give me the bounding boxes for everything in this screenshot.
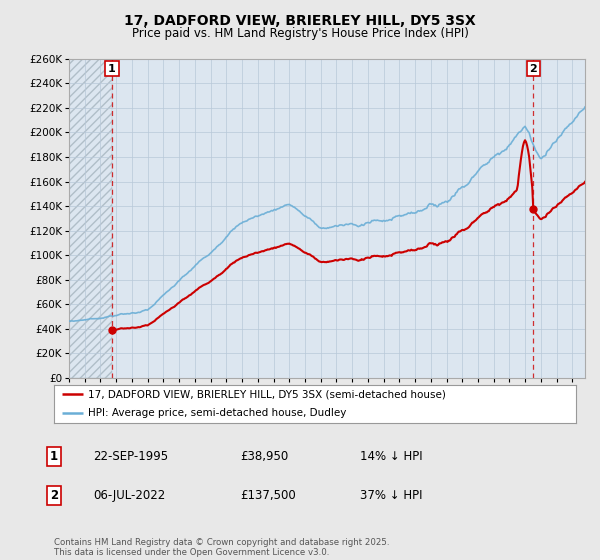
Text: 37% ↓ HPI: 37% ↓ HPI (360, 489, 422, 502)
Text: 17, DADFORD VIEW, BRIERLEY HILL, DY5 3SX: 17, DADFORD VIEW, BRIERLEY HILL, DY5 3SX (124, 14, 476, 28)
Text: 06-JUL-2022: 06-JUL-2022 (93, 489, 165, 502)
Text: Contains HM Land Registry data © Crown copyright and database right 2025.
This d: Contains HM Land Registry data © Crown c… (54, 538, 389, 557)
Text: 14% ↓ HPI: 14% ↓ HPI (360, 450, 422, 463)
Text: Price paid vs. HM Land Registry's House Price Index (HPI): Price paid vs. HM Land Registry's House … (131, 27, 469, 40)
Text: 17, DADFORD VIEW, BRIERLEY HILL, DY5 3SX (semi-detached house): 17, DADFORD VIEW, BRIERLEY HILL, DY5 3SX… (88, 389, 446, 399)
Text: 1: 1 (108, 64, 116, 73)
Text: £38,950: £38,950 (240, 450, 288, 463)
Text: 1: 1 (50, 450, 58, 463)
Text: HPI: Average price, semi-detached house, Dudley: HPI: Average price, semi-detached house,… (88, 408, 346, 418)
Text: 2: 2 (50, 489, 58, 502)
Text: 22-SEP-1995: 22-SEP-1995 (93, 450, 168, 463)
Text: 2: 2 (529, 64, 537, 73)
Text: £137,500: £137,500 (240, 489, 296, 502)
